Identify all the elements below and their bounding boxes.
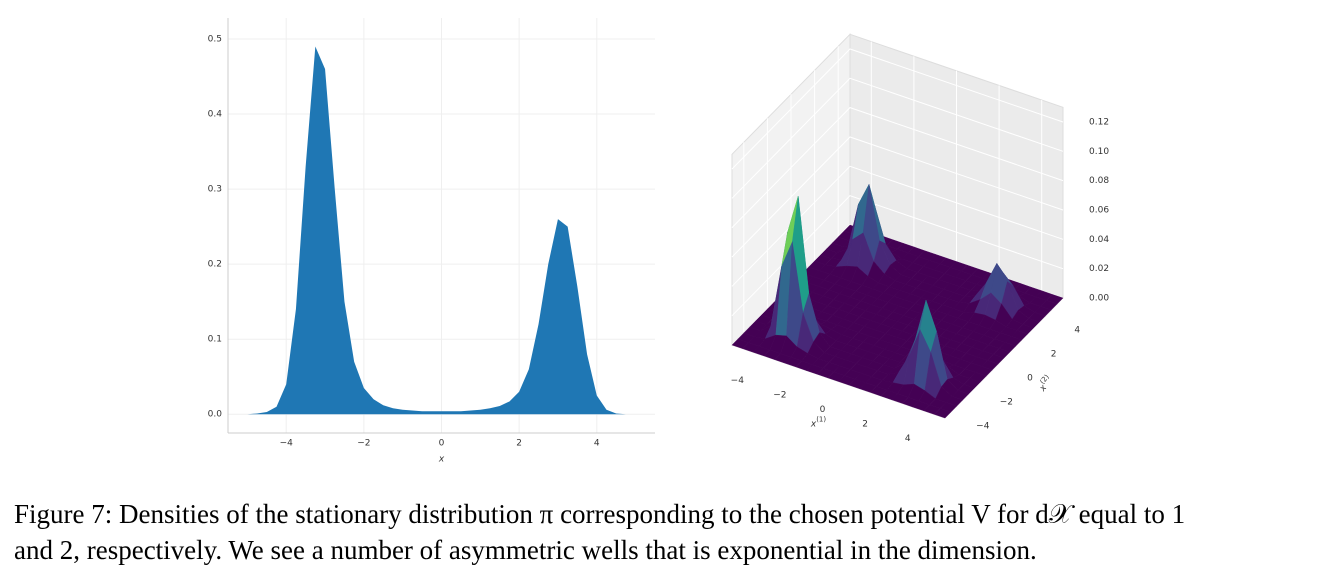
density-area	[247, 46, 636, 415]
x-tick-label: 0	[439, 439, 445, 449]
grid-line	[731, 77, 1064, 199]
z-tick-label: 0.08	[1089, 176, 1109, 186]
x-tick-label: 4	[905, 434, 911, 444]
caption-line: and 2, respectively. We see a number of …	[14, 535, 1037, 565]
y-tick-label: 0.2	[208, 260, 222, 270]
z-tick-label: 0.00	[1089, 294, 1109, 304]
y-tick-label: −4	[976, 422, 990, 432]
grid-line	[731, 195, 1064, 317]
y-tick-label: 0	[1027, 374, 1033, 384]
y-tick-label: 4	[1074, 326, 1080, 336]
x-tick-label: 2	[516, 439, 522, 449]
y-tick-label: 0.5	[208, 35, 222, 45]
caption-line: Figure 7: Densities of the stationary di…	[14, 499, 1185, 529]
x-axis-label-main: x	[810, 419, 817, 429]
z-tick-label: 0.10	[1089, 147, 1109, 157]
y-axis-label: x(2)	[1034, 373, 1055, 394]
y-tick-label: 0.1	[208, 335, 222, 345]
x-tick-label: −4	[731, 376, 745, 386]
x-tick-label: −2	[357, 439, 370, 449]
x-tick-label: −2	[773, 390, 786, 400]
x-tick-label: 2	[862, 420, 868, 430]
y-tick-label: 0.0	[208, 410, 223, 420]
x-tick-label: −4	[280, 439, 294, 449]
x-axis-label: x(1)	[810, 416, 827, 430]
grid-line	[731, 48, 1064, 170]
y-axis-label-main: x	[1037, 382, 1049, 394]
z-tick-label: 0.04	[1089, 235, 1109, 245]
grid-line	[731, 165, 1064, 287]
grid-line	[731, 136, 1064, 258]
x-axis-label-sup: (1)	[816, 416, 826, 424]
x-axis-label: x	[438, 455, 445, 465]
y-tick-label: 2	[1051, 350, 1057, 360]
y-tick-label: 0.3	[208, 185, 222, 195]
z-tick-label: 0.02	[1089, 264, 1109, 274]
x-tick-label: 4	[594, 439, 600, 449]
grid-line	[731, 107, 1064, 228]
z-tick-label: 0.12	[1089, 117, 1109, 127]
y-tick-label: 0.4	[208, 110, 223, 120]
y-tick-label: −2	[1000, 398, 1013, 408]
surface-cell	[934, 408, 952, 419]
x-tick-label: 0	[820, 405, 826, 415]
z-tick-label: 0.06	[1089, 205, 1109, 215]
